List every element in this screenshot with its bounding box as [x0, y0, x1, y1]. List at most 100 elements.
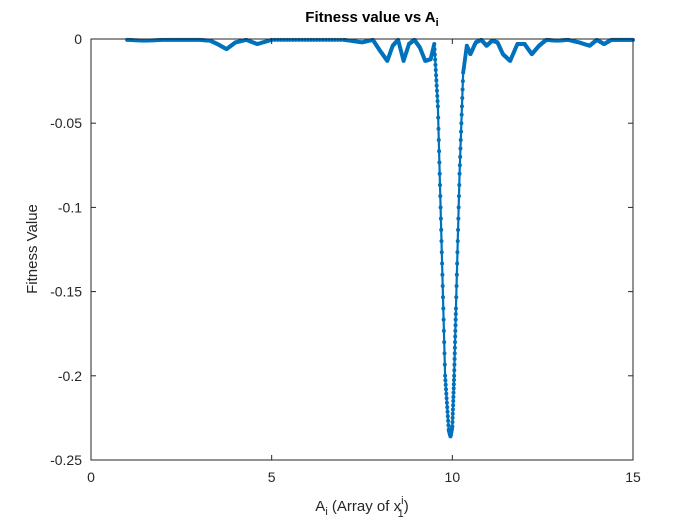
- data-point: [454, 283, 459, 288]
- data-point: [444, 391, 449, 396]
- data-point: [439, 250, 444, 255]
- data-point: [433, 57, 438, 62]
- data-point: [434, 88, 439, 93]
- y-axis-label: Fitness Value: [24, 204, 41, 294]
- data-point: [453, 340, 458, 345]
- data-point: [432, 47, 437, 52]
- data-point: [459, 121, 464, 126]
- data-point: [446, 423, 451, 428]
- data-point: [451, 390, 456, 395]
- data-point: [457, 163, 462, 168]
- data-point: [454, 295, 459, 300]
- data-point: [444, 400, 449, 405]
- data-point: [441, 328, 446, 333]
- data-point: [437, 182, 442, 187]
- data-point: [438, 205, 443, 210]
- data-point: [450, 415, 455, 420]
- data-point: [445, 405, 450, 410]
- data-point: [444, 387, 449, 392]
- data-point: [459, 104, 464, 109]
- data-point: [456, 216, 461, 221]
- data-point: [442, 351, 447, 356]
- data-point: [438, 194, 443, 199]
- data-point: [441, 317, 446, 322]
- data-point: [453, 323, 458, 328]
- data-point: [460, 79, 465, 84]
- data-point: [452, 356, 457, 361]
- x-tick-label: 15: [625, 469, 641, 485]
- x-tick-label: 0: [87, 469, 95, 485]
- data-point: [457, 182, 462, 187]
- data-point: [455, 239, 460, 244]
- data-point: [450, 420, 455, 425]
- data-point: [453, 328, 458, 333]
- data-point: [442, 340, 447, 345]
- data-point: [441, 295, 445, 300]
- data-point: [456, 194, 461, 199]
- y-tick-label: -0.25: [50, 452, 82, 468]
- data-point: [439, 239, 444, 244]
- data-point: [458, 138, 463, 143]
- data-point: [441, 306, 446, 311]
- data-point: [438, 216, 443, 221]
- data-point: [443, 373, 448, 378]
- data-point: [440, 272, 445, 277]
- data-point: [436, 126, 441, 131]
- data-point: [433, 68, 438, 73]
- x-tick-label: 5: [268, 469, 276, 485]
- data-point: [434, 83, 439, 88]
- data-point: [432, 52, 437, 57]
- data-point: [452, 345, 457, 350]
- data-point: [437, 149, 442, 154]
- data-point: [443, 382, 448, 387]
- data-point: [436, 138, 441, 143]
- data-point: [450, 411, 455, 416]
- data-point: [451, 378, 456, 383]
- data-point: [452, 362, 457, 367]
- data-point: [446, 418, 451, 423]
- data-point: [440, 261, 445, 266]
- data-point: [433, 62, 438, 67]
- data-point: [457, 171, 462, 176]
- data-point: [452, 373, 457, 378]
- y-tick-label: -0.1: [58, 199, 82, 215]
- y-tick-label: -0.2: [58, 368, 82, 384]
- data-point: [453, 306, 458, 311]
- data-point: [460, 87, 465, 92]
- data-point: [459, 112, 464, 117]
- plot-area: [91, 39, 633, 460]
- data-point: [452, 368, 457, 373]
- data-point: [439, 227, 444, 232]
- data-point: [455, 250, 460, 255]
- data-point: [450, 407, 455, 412]
- data-point: [442, 362, 447, 367]
- data-point: [434, 78, 439, 83]
- x-tick-label: 10: [445, 469, 461, 485]
- data-point: [432, 42, 437, 47]
- data-point: [434, 73, 439, 78]
- data-point: [440, 283, 445, 288]
- data-point: [445, 414, 450, 419]
- data-point: [444, 396, 449, 401]
- data-point: [437, 160, 442, 165]
- data-point: [458, 146, 463, 151]
- data-point: [458, 154, 463, 159]
- data-point: [451, 403, 456, 408]
- data-point: [455, 261, 460, 266]
- data-point: [445, 409, 450, 414]
- ticks-layer: 0 5 10 15 0 -0.05 -0.1 -0.15 -0.2 -0.25: [50, 31, 641, 485]
- data-point: [437, 171, 442, 176]
- data-point: [436, 115, 441, 120]
- data-point: [435, 104, 440, 109]
- data-point: [460, 95, 465, 100]
- y-tick-label: -0.05: [50, 115, 82, 131]
- data-point: [451, 399, 456, 404]
- data-point: [451, 386, 456, 391]
- chart-title: Fitness value vs Ai: [305, 9, 438, 29]
- data-point: [451, 382, 456, 387]
- data-point: [452, 351, 457, 356]
- data-point: [456, 205, 461, 210]
- data-point: [450, 424, 455, 429]
